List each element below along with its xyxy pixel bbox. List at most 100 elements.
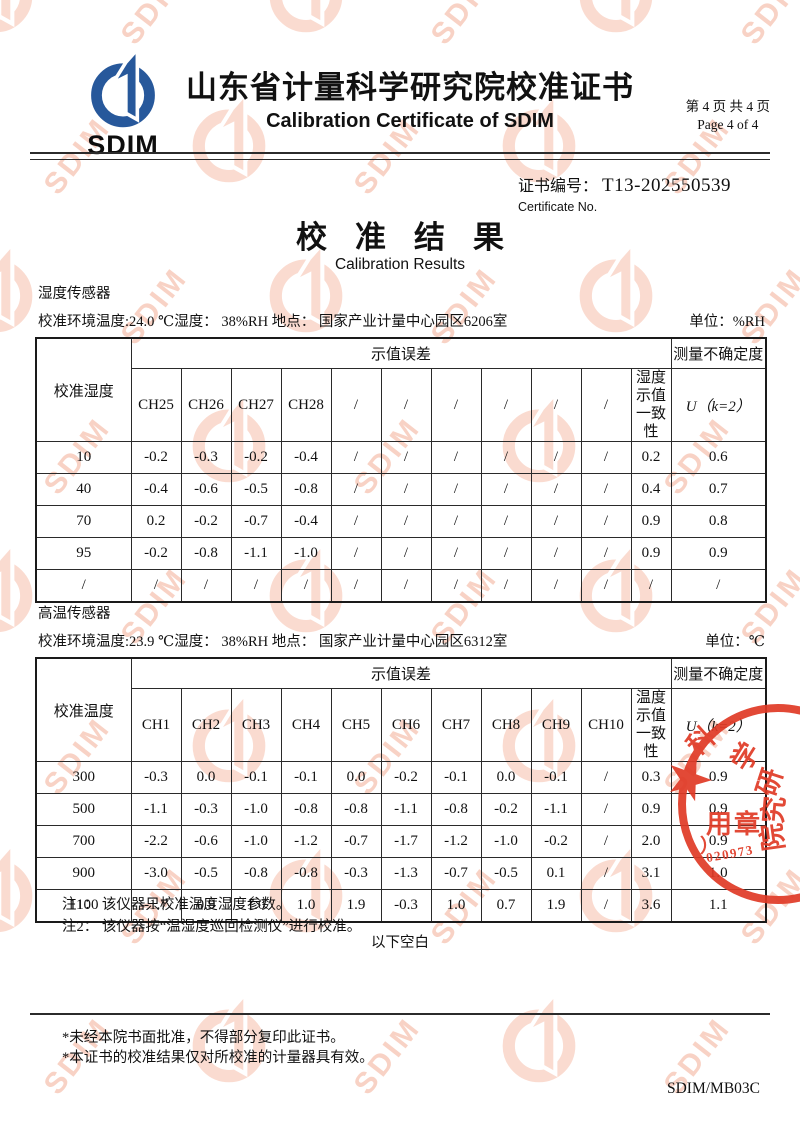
value-cell: / <box>530 537 582 570</box>
value-cell: 0.3 <box>630 761 672 794</box>
results-title-cn: 校准结果 <box>296 220 532 255</box>
value-cell: / <box>330 537 382 570</box>
value-cell: 0.7 <box>670 473 767 506</box>
channel-header: CH8 <box>480 688 532 762</box>
value-cell: / <box>480 537 532 570</box>
value-cell: 1.1 <box>670 889 767 923</box>
value-cell: -0.6 <box>180 825 232 858</box>
value-cell: -1.0 <box>480 825 532 858</box>
value-cell: -0.6 <box>180 473 232 506</box>
sdim-logo: SDIM <box>58 48 188 161</box>
value-cell: / <box>430 537 482 570</box>
value-cell: 0.9 <box>630 505 672 538</box>
value-cell: 0.0 <box>330 761 382 794</box>
value-cell: -1.3 <box>380 857 432 890</box>
value-cell: 0.9 <box>630 537 672 570</box>
consistency-header: 湿度示值一致性 <box>630 368 672 442</box>
temperature-conditions-line: 单位：℃ 校准环境温度:23.9 ℃湿度： 38%RH 地点： 国家产业计量中心… <box>38 630 765 651</box>
temperature-unit-label: 单位：℃ <box>705 634 765 650</box>
channel-header: / <box>580 368 632 442</box>
humidity-conditions-line: 单位：%RH 校准环境温度:24.0 ℃湿度： 38%RH 地点： 国家产业计量… <box>38 310 765 331</box>
value-cell: 0.2 <box>630 441 672 474</box>
value-cell: 0.0 <box>180 761 232 794</box>
calibration-point-cell: 40 <box>35 473 132 506</box>
calibration-point-cell: 500 <box>35 793 132 826</box>
value-cell: / <box>580 857 632 890</box>
table-row: 95 -0.2 -0.8 -1.1 -1.0// / / //0.9 0.9 <box>35 537 767 570</box>
value-cell: / <box>430 505 482 538</box>
note-1: 注1： 该仪器只校准温度湿度参数。 <box>62 897 291 913</box>
value-cell: -0.2 <box>480 793 532 826</box>
value-cell: 1.0 <box>670 857 767 890</box>
table-row: 40 -0.4 -0.6 -0.5 -0.8// / / //0.4 0.7 <box>35 473 767 506</box>
calibration-point-cell: 700 <box>35 825 132 858</box>
table-row: 900 -3.0 -0.5 -0.8 -0.8 -0.3 -1.3 -0.7 -0.5 0.1/3… <box>35 857 767 890</box>
value-cell: / <box>380 537 432 570</box>
value-cell: / <box>430 569 482 603</box>
value-cell: / <box>580 441 632 474</box>
value-cell: / <box>630 569 672 603</box>
certificate-number-value: T13-202550539 <box>602 175 731 196</box>
blank-below-marker: 以下空白 <box>371 935 429 951</box>
value-cell: -0.1 <box>280 761 332 794</box>
value-cell: -0.4 <box>280 505 332 538</box>
value-cell: -0.5 <box>480 857 532 890</box>
channel-header: CH2 <box>180 688 232 762</box>
humidity-uncertainty-header: 测量不确定度 <box>670 337 767 369</box>
footer-divider <box>30 1013 770 1015</box>
calibration-point-cell: 300 <box>35 761 132 794</box>
value-cell: 0.7 <box>480 889 532 923</box>
value-cell: 0.1 <box>530 857 582 890</box>
value-cell: / <box>480 569 532 603</box>
value-cell: 1.0 <box>430 889 482 923</box>
calibration-point-cell: 900 <box>35 857 132 890</box>
value-cell: -0.4 <box>130 473 182 506</box>
humidity-section-title: 湿度传感器 <box>38 286 111 302</box>
value-cell: 1.9 <box>530 889 582 923</box>
value-cell: -0.3 <box>330 857 382 890</box>
page-indicator-en: Page 4 of 4 <box>697 117 759 132</box>
calibration-point-cell: 10 <box>35 441 132 474</box>
table-row: / / / / / / / / / / / / / <box>35 569 767 603</box>
value-cell: -0.2 <box>230 441 282 474</box>
humidity-unit-label: 单位：%RH <box>689 314 765 330</box>
value-cell: / <box>330 505 382 538</box>
value-cell: / <box>280 569 332 603</box>
value-cell: -1.0 <box>230 793 282 826</box>
value-cell: -0.8 <box>280 857 332 890</box>
value-cell: 3.6 <box>630 889 672 923</box>
table-row: 1100 -1.7 0.9 1.0 1.0 1.9 -0.3 1.0 0.7 1.9/3.6 1.1 <box>35 889 767 923</box>
channel-header: CH3 <box>230 688 282 762</box>
value-cell: -0.7 <box>230 505 282 538</box>
value-cell: / <box>380 441 432 474</box>
value-cell: -2.2 <box>130 825 182 858</box>
channel-header: CH7 <box>430 688 482 762</box>
value-cell: -0.2 <box>180 505 232 538</box>
uncertainty-k2-header: U（k=2） <box>670 368 767 442</box>
consistency-header: 温度示值一致性 <box>630 688 672 762</box>
value-cell: -1.0 <box>280 537 332 570</box>
sdim-logo-text: SDIM <box>87 130 159 160</box>
value-cell: / <box>330 473 382 506</box>
value-cell: -1.1 <box>230 537 282 570</box>
temperature-conditions-text: 校准环境温度:23.9 ℃湿度： 38%RH 地点： 国家产业计量中心园区631… <box>38 634 508 650</box>
certificate-title-cn: 山东省计量科学研究院校准证书 <box>186 70 634 105</box>
value-cell: / <box>580 569 632 603</box>
value-cell: -0.8 <box>330 793 382 826</box>
value-cell: / <box>380 505 432 538</box>
value-cell: -1.0 <box>230 825 282 858</box>
table-row: 700 -2.2 -0.6 -1.0 -1.2 -0.7 -1.7 -1.2 -1.0 -0.2/… <box>35 825 767 858</box>
value-cell: -0.7 <box>330 825 382 858</box>
table-row: 10 -0.2 -0.3 -0.2 -0.4// / / //0.2 0.6 <box>35 441 767 474</box>
value-cell: / <box>580 825 632 858</box>
value-cell: -3.0 <box>130 857 182 890</box>
value-cell: / <box>580 793 632 826</box>
value-cell: -0.5 <box>180 857 232 890</box>
temperature-section-title: 高温传感器 <box>38 606 111 622</box>
page-indicator: 第 4 页 共 4 页 Page 4 of 4 <box>686 98 770 134</box>
value-cell: -1.1 <box>530 793 582 826</box>
channel-header: CH25 <box>130 368 182 442</box>
value-cell: 0.9 <box>670 825 767 858</box>
channel-header: CH26 <box>180 368 232 442</box>
value-cell: 0.9 <box>670 537 767 570</box>
